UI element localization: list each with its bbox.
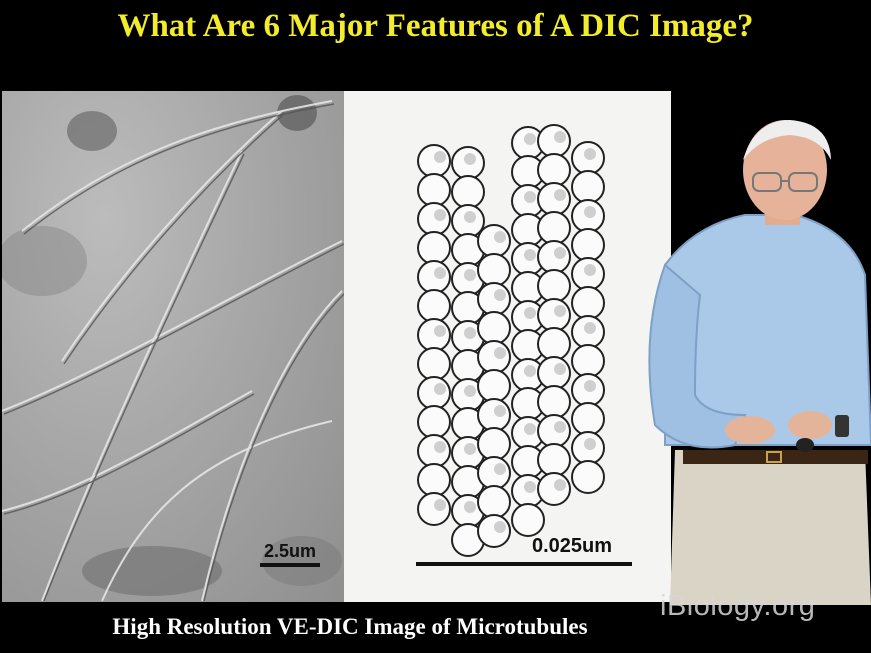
subunit-stipple [434,209,446,221]
subunit-stipple [524,191,536,203]
subunit-stipple [494,405,506,417]
tubulin-subunit [537,443,571,477]
subunit-stipple [584,322,596,334]
subunit-stipple [584,438,596,450]
tubulin-subunit [477,398,511,432]
subunit-stipple [584,264,596,276]
subunit-stipple [494,521,506,533]
microtubule-drawing [416,124,632,566]
subunit-stipple [464,501,476,513]
subunit-stipple [584,148,596,160]
tubulin-subunit [537,414,571,448]
subunit-stipple [434,441,446,453]
tubulin-subunit [417,231,451,265]
tubulin-subunit [477,224,511,258]
micrograph-scale-label: 2.5um [264,541,317,561]
subunit-stipple [464,153,476,165]
tubulin-subunit [417,260,451,294]
subunit-stipple [494,463,506,475]
tubulin-subunit [477,253,511,287]
tubulin-subunit [417,463,451,497]
tubulin-subunit [537,182,571,216]
tubulin-subunit [571,286,605,320]
subunit-stipple [494,347,506,359]
tubulin-subunit [417,347,451,381]
tubulin-subunit [537,385,571,419]
tubulin-subunit [571,228,605,262]
tubulin-subunit [511,503,545,537]
subunit-stipple [554,421,566,433]
presenter-photo [648,120,871,605]
tubulin-subunit [537,240,571,274]
subunit-stipple [584,380,596,392]
dic-micrograph: 2.5um [2,91,345,602]
subunit-stipple [554,131,566,143]
subunit-stipple [524,365,536,377]
subunit-stipple [434,267,446,279]
subunit-stipple [554,363,566,375]
tubulin-subunit [417,405,451,439]
tubulin-subunit [571,344,605,378]
tubulin-subunit [477,485,511,519]
subunit-stipple [554,479,566,491]
subunit-stipple [464,211,476,223]
subunit-stipple [464,385,476,397]
tubulin-subunit [417,318,451,352]
tubulin-subunit [477,311,511,345]
slide-caption: High Resolution VE-DIC Image of Microtub… [112,614,588,639]
subunit-stipple [554,247,566,259]
tubulin-subunit [417,376,451,410]
tubulin-subunit [571,460,605,494]
tubulin-subunit [537,124,571,158]
subunit-stipple [554,305,566,317]
microtubule-diagram: 0.025um [344,91,671,602]
tubulin-subunit [571,170,605,204]
diagram-scale-label: 0.025um [532,535,613,557]
tubulin-subunit [417,202,451,236]
tubulin-subunit [417,173,451,207]
tubulin-subunit [417,289,451,323]
ibiology-watermark: iBiology.org [660,590,816,622]
tubulin-subunit [477,282,511,316]
subunit-stipple [524,423,536,435]
tubulin-subunit [537,153,571,187]
tubulin-subunit [417,144,451,178]
tubulin-subunit [477,427,511,461]
tubulin-subunit [477,514,511,548]
subunit-stipple [434,325,446,337]
tubulin-subunit [477,456,511,490]
tubulin-subunit [537,356,571,390]
tubulin-subunit [537,298,571,332]
tubulin-subunit [537,472,571,506]
subunit-stipple [494,289,506,301]
tubulin-subunit [417,492,451,526]
micrograph-texture [2,95,345,602]
subunit-stipple [434,151,446,163]
subunit-stipple [464,443,476,455]
subunit-stipple [494,231,506,243]
tubulin-subunit [451,175,485,209]
subunit-stipple [554,189,566,201]
tubulin-subunit [537,327,571,361]
subunit-stipple [434,499,446,511]
subunit-stipple [584,206,596,218]
tubulin-subunit [537,269,571,303]
tubulin-subunit [537,211,571,245]
tubulin-subunit [417,434,451,468]
subunit-stipple [524,481,536,493]
tubulin-subunit [571,402,605,436]
subunit-stipple [524,249,536,261]
subunit-stipple [524,133,536,145]
slide-title: What Are 6 Major Features of A DIC Image… [117,8,754,44]
subunit-stipple [464,327,476,339]
subunit-stipple [434,383,446,395]
subunit-stipple [464,269,476,281]
subunit-stipple [524,307,536,319]
tubulin-subunit [477,369,511,403]
tubulin-subunit [477,340,511,374]
